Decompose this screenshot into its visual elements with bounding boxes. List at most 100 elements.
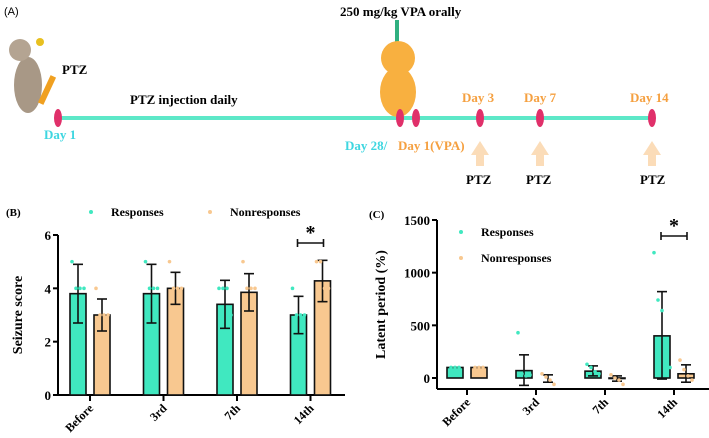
data-point bbox=[552, 382, 556, 387]
y-tick-label: 0 bbox=[45, 388, 52, 403]
x-tick-label: 3rd bbox=[519, 395, 542, 418]
data-point bbox=[302, 313, 307, 317]
data-point bbox=[245, 286, 249, 291]
data-point bbox=[155, 286, 160, 291]
ptz-day14: PTZ bbox=[640, 172, 666, 187]
timeline-dot bbox=[476, 109, 484, 127]
data-point bbox=[528, 373, 532, 377]
ptz-label: PTZ bbox=[62, 62, 88, 77]
data-point bbox=[678, 358, 682, 362]
data-point bbox=[656, 298, 660, 302]
data-point bbox=[621, 382, 625, 387]
data-point bbox=[322, 286, 327, 291]
timeline-dot bbox=[396, 109, 404, 127]
data-point bbox=[179, 286, 184, 291]
timeline-diagram bbox=[9, 20, 661, 166]
data-point bbox=[457, 365, 461, 370]
y-tick-label: 1000 bbox=[404, 266, 430, 281]
data-point bbox=[617, 378, 621, 382]
data-point bbox=[690, 378, 694, 382]
y-tick-label: 2 bbox=[45, 335, 52, 350]
data-point bbox=[686, 374, 690, 378]
data-point bbox=[660, 308, 664, 313]
y-tick-label: 6 bbox=[45, 228, 52, 243]
data-point bbox=[516, 330, 520, 335]
x-tick-label: 3rd bbox=[147, 401, 170, 424]
data-point bbox=[102, 313, 106, 317]
mouse-illustration bbox=[9, 38, 57, 113]
x-tick-label: 14th bbox=[654, 395, 680, 421]
data-point bbox=[449, 365, 453, 370]
timeline-dot bbox=[54, 109, 62, 127]
legend-marker bbox=[208, 210, 212, 214]
day1-vpa-label: Day 1(VPA) bbox=[398, 138, 465, 153]
legend-label: Responses bbox=[111, 205, 164, 219]
significance-star: * bbox=[306, 222, 316, 244]
x-tick-label: Before bbox=[62, 401, 96, 435]
data-point bbox=[171, 286, 176, 291]
data-point bbox=[589, 365, 593, 370]
y-tick-label: 0 bbox=[424, 371, 431, 386]
data-point bbox=[585, 362, 589, 367]
up-arrow-icon bbox=[531, 141, 549, 166]
data-point bbox=[94, 286, 98, 291]
day3-label: Day 3 bbox=[462, 90, 495, 105]
data-point bbox=[98, 313, 102, 317]
data-point bbox=[609, 373, 613, 377]
y-axis-label: Seizure score bbox=[11, 276, 26, 354]
data-point bbox=[548, 378, 552, 382]
x-tick-label: 14th bbox=[291, 401, 317, 427]
data-point bbox=[473, 365, 477, 370]
data-point bbox=[294, 313, 299, 317]
data-point bbox=[318, 259, 323, 264]
cat-illustration bbox=[380, 20, 416, 117]
data-point bbox=[613, 376, 617, 380]
up-arrow-icon bbox=[643, 141, 661, 166]
panel-label: (B) bbox=[6, 207, 21, 219]
data-point bbox=[520, 371, 524, 376]
legend-label: Responses bbox=[481, 225, 534, 239]
data-point bbox=[229, 313, 233, 317]
data-point bbox=[217, 286, 221, 291]
data-point bbox=[147, 286, 152, 291]
day7-label: Day 7 bbox=[524, 90, 557, 105]
data-point bbox=[298, 313, 303, 317]
data-point bbox=[453, 365, 457, 370]
timeline-dot bbox=[648, 109, 656, 127]
data-point bbox=[593, 369, 597, 374]
data-point bbox=[74, 286, 78, 291]
data-point bbox=[477, 365, 481, 370]
y-axis-label: Latent period (%) bbox=[374, 250, 389, 359]
ptz-day7: PTZ bbox=[526, 172, 552, 187]
data-point bbox=[175, 286, 180, 291]
y-tick-label: 4 bbox=[45, 281, 52, 296]
data-point bbox=[143, 259, 148, 264]
seizure-score-chart: (B) 0 2 4 6 Seizure score Before 3rd 7th 14th * Res… bbox=[6, 205, 345, 435]
panel-label: (C) bbox=[369, 209, 385, 221]
data-point bbox=[544, 375, 548, 379]
panel-a-label: (A) bbox=[4, 6, 19, 18]
day28-label: Day 28/ bbox=[345, 138, 388, 153]
data-point bbox=[597, 371, 601, 376]
data-point bbox=[249, 286, 253, 291]
day1-label: Day 1 bbox=[44, 127, 77, 142]
day14-label: Day 14 bbox=[630, 90, 669, 105]
legend-marker bbox=[459, 256, 463, 260]
latent-period-chart: (C) 0 500 1000 1500 Latent period (%) Before 3r… bbox=[369, 209, 709, 429]
y-tick-label: 500 bbox=[411, 318, 431, 333]
data-point bbox=[314, 259, 319, 264]
legend-label: Nonresponses bbox=[230, 205, 301, 219]
data-point bbox=[106, 313, 110, 317]
data-point bbox=[241, 259, 245, 264]
injection-label: PTZ injection daily bbox=[130, 92, 238, 107]
data-point bbox=[82, 286, 86, 291]
legend-marker bbox=[89, 210, 93, 214]
data-point bbox=[253, 286, 257, 291]
legend-marker bbox=[459, 230, 463, 234]
data-point bbox=[668, 365, 672, 370]
data-point bbox=[481, 365, 485, 370]
x-tick-label: 7th bbox=[221, 401, 243, 423]
data-point bbox=[167, 259, 172, 264]
significance-bracket bbox=[296, 239, 325, 247]
data-point bbox=[151, 286, 156, 291]
